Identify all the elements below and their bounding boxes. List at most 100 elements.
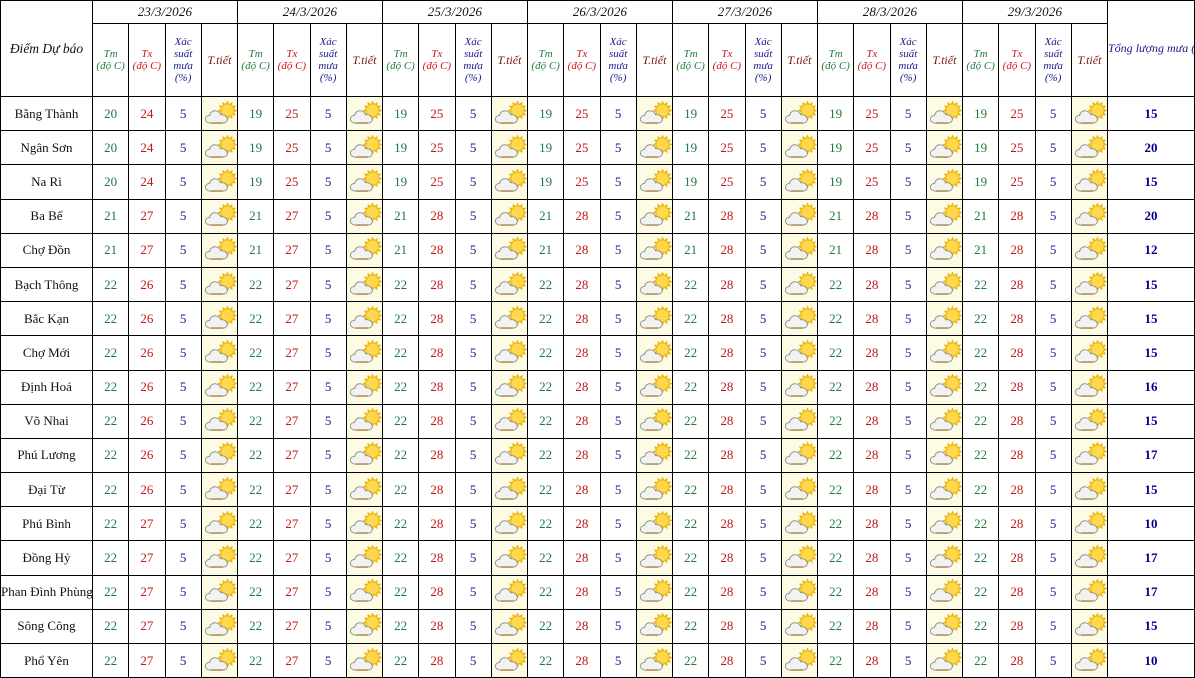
weather-condition-cell [780, 198, 819, 234]
total-header-line1: Tổng [1108, 41, 1133, 55]
tmax-value: 28 [998, 437, 1036, 474]
weather-condition-cell [780, 301, 819, 337]
forecast-location-name: Bằng Thành [0, 95, 93, 132]
sun-behind-cloud-icon [1072, 271, 1107, 299]
sun-behind-cloud-icon [492, 407, 527, 435]
weather-condition-cell [200, 540, 239, 576]
rain-probability-value: 5 [889, 437, 927, 474]
weather-condition-cell [635, 472, 674, 508]
sun-behind-cloud-icon [347, 168, 382, 196]
sun-behind-cloud-icon [782, 202, 817, 230]
tmin-value: 22 [671, 335, 710, 371]
weather-column-header-line: T.tiết [642, 53, 667, 67]
sun-behind-cloud-icon [492, 202, 527, 230]
sun-behind-cloud-icon [927, 271, 962, 299]
weather-condition-cell [635, 95, 674, 132]
weather-condition-cell [1070, 95, 1109, 132]
weather-condition-cell [200, 95, 239, 132]
tmin-value: 22 [236, 335, 275, 371]
tmax-value: 28 [853, 472, 891, 508]
total-rainfall-value: 15 [1107, 266, 1195, 303]
tmin-column-header-6: Tm (độ C) [816, 23, 855, 97]
sun-behind-cloud-icon [492, 339, 527, 367]
rain-probability-value: 5 [309, 437, 347, 474]
tmin-value: 22 [816, 506, 855, 542]
sun-behind-cloud-icon [202, 134, 237, 162]
tmin-column-header-1: Tm (độ C) [91, 23, 130, 97]
rain-probability-value: 5 [1034, 130, 1072, 166]
tmin-value: 22 [236, 301, 275, 337]
tmin-value: 22 [816, 608, 855, 645]
forecast-location-name: Đại Từ [0, 472, 93, 508]
tmin-value: 22 [961, 540, 1000, 576]
sun-behind-cloud-icon [1072, 544, 1107, 572]
table-row: Chợ Đồn 21 27 5 21 27 5 21 28 5 21 28 5 21 28 5 21 28 5 21 2… [0, 232, 1195, 268]
rain-probability-column-header-3: Xác suất mưa (%) [454, 23, 492, 97]
weather-condition-cell [1070, 164, 1109, 200]
rain-probability-column-header-line: suất [318, 48, 338, 60]
tmax-value: 28 [418, 437, 456, 474]
sun-behind-cloud-icon [347, 612, 382, 640]
tmax-value: 28 [418, 608, 456, 645]
sun-behind-cloud-icon [347, 544, 382, 572]
tmax-value: 28 [853, 642, 891, 678]
tmax-value: 28 [998, 198, 1036, 234]
rain-probability-value: 5 [309, 369, 347, 405]
weather-condition-cell [200, 472, 239, 508]
weather-condition-cell [925, 164, 964, 200]
rain-probability-column-header-line: (%) [319, 72, 337, 84]
rain-probability-column-header-4: Xác suất mưa (%) [599, 23, 637, 97]
rain-probability-value: 5 [1034, 574, 1072, 610]
rain-probability-value: 5 [1034, 198, 1072, 234]
sun-behind-cloud-icon [1072, 134, 1107, 162]
sun-behind-cloud-icon [637, 305, 672, 333]
weather-condition-cell [1070, 608, 1109, 645]
tmin-value: 22 [91, 369, 130, 405]
weather-condition-cell [635, 506, 674, 542]
rain-probability-column-header-7: Xác suất mưa (%) [1034, 23, 1072, 97]
sun-behind-cloud-icon [1072, 236, 1107, 264]
tmax-value: 28 [998, 301, 1036, 337]
total-rainfall-value: 16 [1107, 369, 1195, 405]
rain-probability-value: 5 [1034, 369, 1072, 405]
weather-condition-cell [780, 232, 819, 268]
tmin-value: 22 [381, 472, 420, 508]
tmax-value: 28 [853, 198, 891, 234]
rain-probability-value: 5 [164, 130, 202, 166]
sun-behind-cloud-icon [927, 510, 962, 538]
weather-condition-cell [635, 232, 674, 268]
tmin-value: 21 [91, 232, 130, 268]
tmin-value: 22 [526, 642, 565, 678]
weather-condition-cell [200, 642, 239, 678]
tmax-value: 28 [418, 506, 456, 542]
sun-behind-cloud-icon [1072, 305, 1107, 333]
weather-condition-cell [1070, 472, 1109, 508]
sun-behind-cloud-icon [927, 236, 962, 264]
rain-probability-value: 5 [744, 574, 782, 610]
sun-behind-cloud-icon [927, 647, 962, 675]
tmin-value: 22 [961, 608, 1000, 645]
sun-behind-cloud-icon [202, 339, 237, 367]
sun-behind-cloud-icon [637, 510, 672, 538]
tmin-value: 22 [91, 335, 130, 371]
weather-condition-cell [1070, 574, 1109, 610]
tmin-value: 22 [671, 506, 710, 542]
tmax-value: 25 [998, 130, 1036, 166]
sun-behind-cloud-icon [202, 202, 237, 230]
weather-column-header-2: T.tiết [345, 23, 384, 97]
tmax-value: 28 [708, 198, 746, 234]
tmax-column-header-line: Tx [576, 48, 588, 60]
forecast-location-name: Chợ Đồn [0, 232, 93, 268]
rain-probability-value: 5 [599, 95, 637, 132]
tmin-value: 22 [671, 301, 710, 337]
weather-condition-cell [925, 266, 964, 303]
weather-condition-cell [200, 403, 239, 439]
weather-condition-cell [345, 540, 384, 576]
weather-condition-cell [490, 335, 529, 371]
weather-column-header-5: T.tiết [780, 23, 819, 97]
rain-probability-value: 5 [164, 403, 202, 439]
tmin-value: 22 [236, 472, 275, 508]
tmax-column-header-line: Tx [141, 48, 153, 60]
tmin-column-header-line: (độ C) [821, 60, 850, 72]
sun-behind-cloud-icon [492, 441, 527, 469]
